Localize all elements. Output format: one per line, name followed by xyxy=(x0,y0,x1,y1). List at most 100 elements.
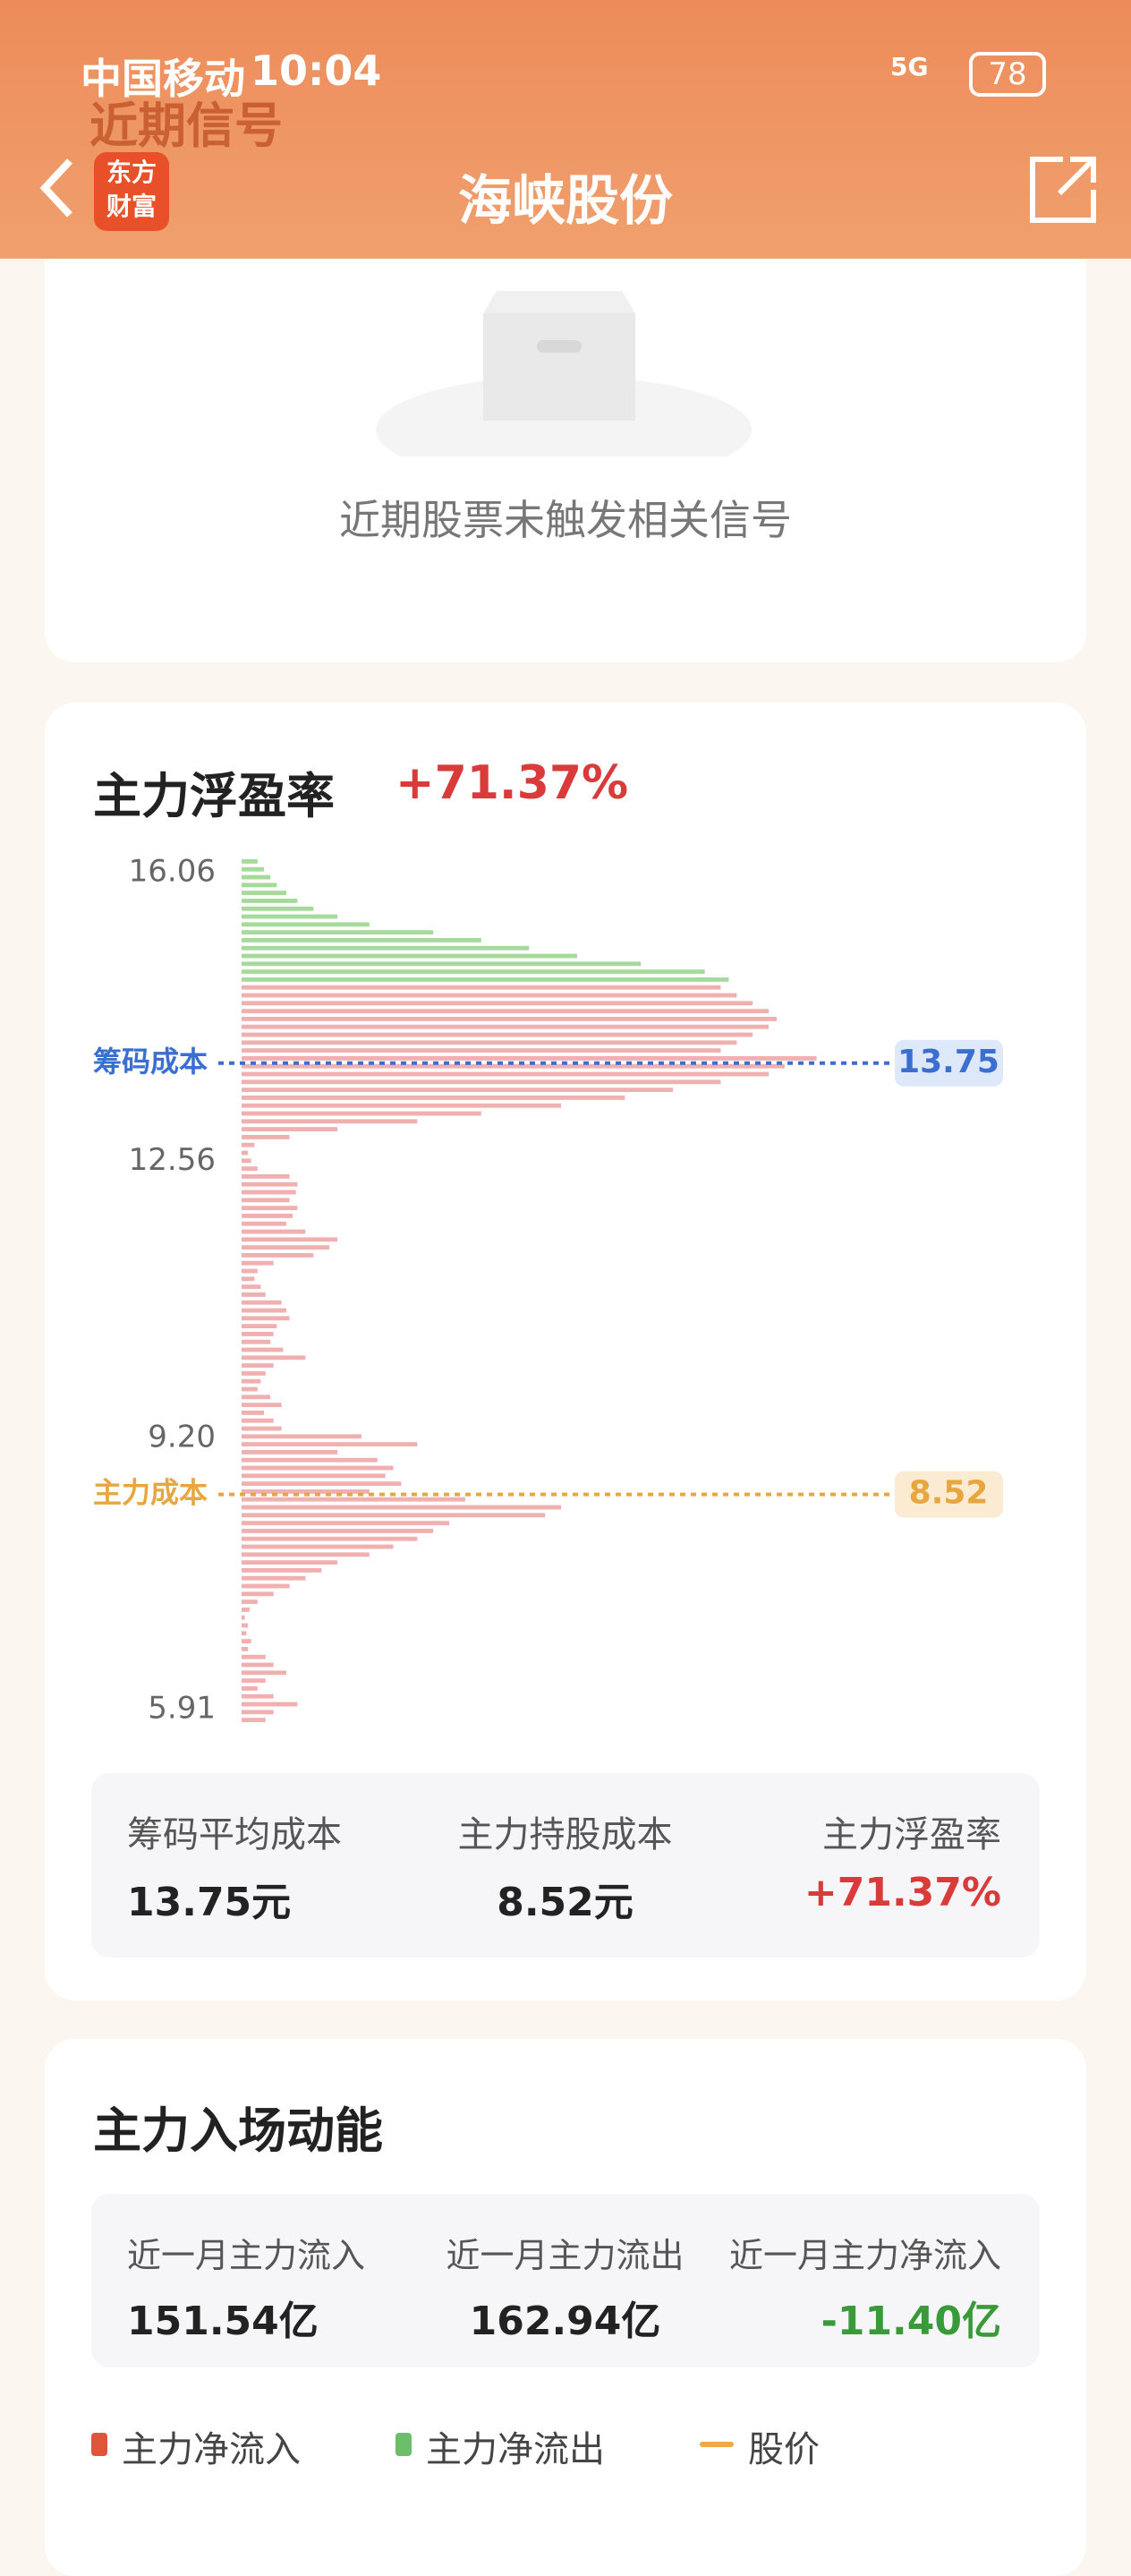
chip-bar xyxy=(242,1631,247,1636)
chip-bar xyxy=(242,1237,338,1242)
chip-bar xyxy=(242,1316,290,1321)
chip-bar xyxy=(242,866,264,872)
chip-bar xyxy=(242,1426,282,1431)
profit-card: 主力浮盈率 +71.37% 筹码平均成本 13.75元 主力持股成本 8.52元 主… xyxy=(45,703,1086,2000)
summary-value: +71.37% xyxy=(804,1870,1001,1915)
y-tick-label: 16.06 xyxy=(129,854,216,890)
chip-bar xyxy=(242,1268,258,1274)
chip-bar xyxy=(242,969,705,975)
chip-bar xyxy=(242,1434,361,1439)
summary-label: 近一月主力流出 xyxy=(446,2236,685,2275)
chip-bar xyxy=(242,1276,255,1282)
chip-bar xyxy=(242,1174,290,1179)
chip-bar xyxy=(242,1127,338,1132)
chip-bar xyxy=(242,1324,277,1329)
signal-card: 近期股票未触发相关信号 xyxy=(45,224,1086,662)
summary-box: 近一月主力流入 151.54亿 近一月主力流出 162.94亿 近一月主力净流入 -1… xyxy=(91,2194,1040,2367)
chip-chart: 16.06 12.56 9.20 5.91 筹码成本 13.75 主力成本 8.52 xyxy=(93,854,1003,1727)
chip-bar xyxy=(242,1260,274,1266)
chip-bar xyxy=(242,1608,250,1612)
y-tick-label: 5.91 xyxy=(148,1691,216,1727)
chip-bar xyxy=(242,1693,274,1699)
chip-bar xyxy=(242,883,277,888)
chip-bar xyxy=(242,1009,770,1014)
chip-bar xyxy=(242,1489,370,1494)
cost-value: 13.75 xyxy=(897,1044,999,1080)
chip-bar xyxy=(242,1529,434,1533)
chip-bar xyxy=(242,1442,418,1447)
chip-bar xyxy=(242,1623,249,1628)
logo-text: 东方 xyxy=(106,158,157,187)
chip-bar xyxy=(242,993,737,998)
y-tick-label: 9.20 xyxy=(148,1419,216,1454)
chip-bar xyxy=(242,1575,306,1581)
app-logo: 东方 财富 xyxy=(94,152,169,231)
cost-line-label: 筹码成本 xyxy=(93,1045,208,1079)
chip-bar xyxy=(242,1568,322,1573)
chip-bar xyxy=(242,914,338,919)
chip-bar xyxy=(242,859,258,864)
legend-swatch xyxy=(700,2442,734,2447)
chip-bar xyxy=(242,922,370,927)
legend-label: 主力净流入 xyxy=(122,2429,301,2470)
empty-text: 近期股票未触发相关信号 xyxy=(339,496,792,544)
chip-bar xyxy=(242,1056,817,1061)
chip-bar xyxy=(242,945,530,951)
cost-badge xyxy=(895,1039,1003,1087)
chip-bar xyxy=(242,1198,290,1203)
chip-bar xyxy=(242,1552,370,1557)
chip-bar xyxy=(242,1214,293,1218)
legend-swatch xyxy=(395,2433,412,2456)
chip-bar xyxy=(242,1355,306,1361)
share-button[interactable] xyxy=(1027,154,1099,226)
summary-value: -11.40亿 xyxy=(821,2299,1001,2344)
empty-illustration xyxy=(376,291,752,456)
chip-bar xyxy=(242,1418,274,1423)
chip-bar xyxy=(242,1662,274,1668)
summary-label: 近一月主力净流入 xyxy=(728,2236,1001,2275)
chip-bar xyxy=(242,1378,261,1384)
chip-bar xyxy=(242,961,642,967)
chip-bar xyxy=(242,1253,314,1258)
chip-bar xyxy=(242,1710,274,1715)
chip-bar xyxy=(242,1096,625,1100)
summary-label: 主力浮盈率 xyxy=(822,1814,1001,1855)
chip-bar xyxy=(242,1024,770,1029)
chip-bar xyxy=(242,1639,251,1644)
chip-bar xyxy=(242,1363,274,1369)
summary-label: 近一月主力流入 xyxy=(127,2236,366,2275)
chip-bar xyxy=(242,1339,271,1344)
chip-bar xyxy=(242,1079,721,1085)
chip-bar xyxy=(242,930,434,935)
chip-bar xyxy=(242,1536,418,1541)
chip-bar xyxy=(242,1457,378,1463)
chip-bar xyxy=(242,1135,290,1139)
chip-bar xyxy=(242,1473,386,1479)
back-button[interactable] xyxy=(36,152,81,224)
chip-bar xyxy=(242,1718,266,1723)
chip-bar xyxy=(242,1386,258,1392)
chip-bar xyxy=(242,1063,785,1069)
chip-bar xyxy=(242,1403,282,1408)
chip-bar xyxy=(242,1292,266,1297)
chip-bar xyxy=(242,1647,249,1651)
title-value: +71.37% xyxy=(395,756,629,810)
chip-bar xyxy=(242,1591,274,1597)
chip-bar xyxy=(242,1615,245,1620)
summary-value: 162.94亿 xyxy=(469,2299,661,2344)
chip-bar xyxy=(242,1119,418,1124)
chip-bar xyxy=(242,899,298,903)
chip-bar xyxy=(242,1190,296,1195)
chip-bar xyxy=(242,1284,261,1290)
chip-bar xyxy=(242,1497,465,1502)
network: 5G xyxy=(890,52,929,81)
chip-bar xyxy=(242,906,314,911)
summary-col: 筹码平均成本 13.75元 xyxy=(91,1773,407,1958)
legend-label: 主力净流出 xyxy=(426,2429,605,2470)
chip-bar xyxy=(242,1111,481,1116)
chip-bar xyxy=(242,1544,394,1549)
page-title: 海峡股份 xyxy=(458,170,673,233)
chip-bar xyxy=(242,874,271,880)
summary-value: 8.52元 xyxy=(497,1880,634,1925)
